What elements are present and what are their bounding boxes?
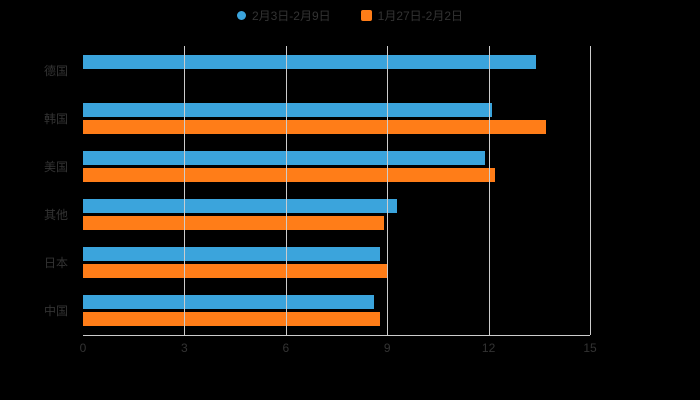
bar	[83, 150, 486, 165]
x-tick-label: 9	[383, 341, 391, 355]
bar-group	[83, 94, 590, 142]
category-label: 日本	[43, 256, 68, 271]
bar	[83, 295, 374, 310]
legend-square-marker-icon	[360, 10, 372, 21]
bar	[83, 264, 388, 279]
gridline	[285, 46, 287, 335]
legend-label: 2月3日-2月9日	[251, 9, 331, 23]
legend-circle-marker-icon	[236, 11, 246, 20]
chart-legend: 2月3日-2月9日 1月27日-2月2日	[0, 7, 700, 24]
category-label: 中国	[43, 304, 68, 319]
x-tick-label: 3	[181, 341, 188, 355]
bar-group	[83, 142, 590, 190]
x-tick-label: 6	[282, 341, 290, 355]
gridline	[488, 46, 490, 335]
bar	[83, 312, 381, 327]
category-label: 美国	[43, 159, 68, 174]
x-axis-tick-labels: 0 3 6 9 12 15	[79, 341, 597, 357]
bar	[83, 102, 492, 117]
category-label: 其他	[43, 208, 68, 223]
bar-group	[83, 191, 590, 239]
bar	[83, 216, 384, 231]
plot-area	[83, 46, 591, 336]
legend-label: 1月27日-2月2日	[377, 9, 464, 23]
y-axis-category-labels: 德国韩国美国其他日本中国	[0, 46, 76, 335]
category-label: 德国	[43, 63, 68, 78]
gridline	[590, 46, 591, 335]
category-label: 韩国	[43, 111, 68, 126]
bar	[83, 54, 536, 69]
gridline	[387, 46, 389, 335]
legend-item-week-jan27-feb2[interactable]: 1月27日-2月2日	[360, 7, 464, 24]
x-tick-label: 0	[79, 341, 87, 355]
bar-group	[83, 239, 590, 287]
bar-group	[83, 46, 590, 94]
legend-item-week-feb3-feb9[interactable]: 2月3日-2月9日	[236, 7, 331, 24]
x-tick-label: 15	[583, 341, 597, 355]
bar	[83, 119, 547, 134]
bar	[83, 199, 398, 214]
x-tick-label: 12	[481, 341, 496, 355]
bar-group	[83, 287, 590, 335]
bar	[83, 167, 496, 182]
bar	[83, 247, 381, 262]
gridline	[184, 46, 186, 335]
